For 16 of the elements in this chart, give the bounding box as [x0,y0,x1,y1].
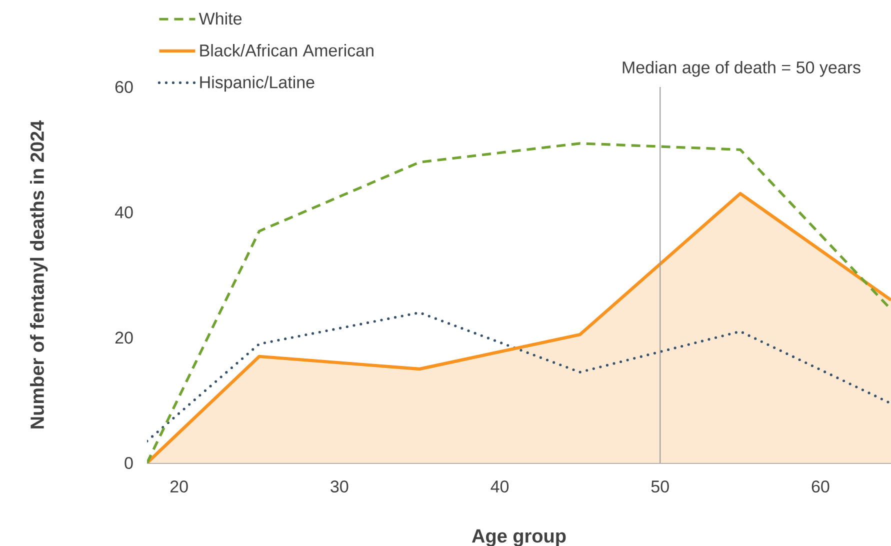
y-tick-label: 40 [114,206,133,218]
ref-line-label: Median age of death = 50 years [622,60,860,77]
line-series [147,311,891,442]
y-axis-title: Number of fentanyl deaths in 2024 [30,120,48,428]
x-tick-label: 60 [812,480,830,493]
y-tick-label: 60 [115,80,133,94]
legend-label: Hispanic/Latine [200,76,314,92]
x-tick-label: 50 [651,480,669,493]
x-tick-label: 20 [170,480,188,493]
x-tick-label: 30 [330,480,348,493]
line-series [147,142,891,463]
y-tick-label: 20 [115,332,133,344]
x-tick-label: 40 [490,480,509,493]
y-tick-label: 0 [124,456,133,470]
legend-label: White [198,12,242,25]
legend-label: Black/African American [200,44,374,57]
